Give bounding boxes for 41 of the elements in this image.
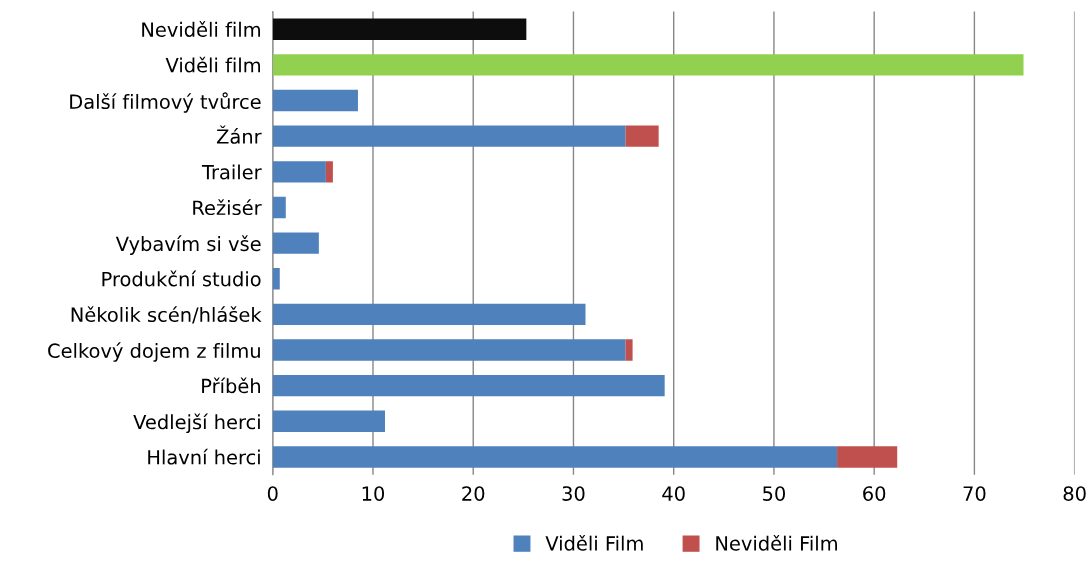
y-tick-label: Hlavní herci <box>148 448 260 465</box>
bar <box>272 89 358 112</box>
x-tick-label: 30 <box>562 486 585 501</box>
bar <box>272 339 626 361</box>
y-tick-label: Příběh <box>202 377 260 394</box>
x-tick-label: 80 <box>1063 486 1086 501</box>
bar <box>272 410 386 432</box>
bar <box>272 374 665 397</box>
bar <box>625 339 633 361</box>
y-tick-label: Viděli film <box>165 56 260 73</box>
x-tick-label: 20 <box>462 486 485 501</box>
legend-label: Viděli Film <box>545 534 643 551</box>
bar <box>272 446 838 468</box>
y-tick-label: Žánr <box>216 125 262 144</box>
y-tick-label: Vedlejší herci <box>133 413 260 434</box>
x-tick-label: 60 <box>863 486 886 501</box>
x-tick-label: 0 <box>267 486 278 501</box>
x-tick-label: 40 <box>662 486 685 501</box>
bar <box>272 125 626 147</box>
y-tick-label: Několik scén/hlášek <box>71 306 262 324</box>
y-tick-label: Další filmový tvůrce <box>70 92 261 113</box>
bar <box>272 232 319 254</box>
y-tick-label: Neviděli film <box>142 21 260 37</box>
bar <box>272 54 1024 76</box>
x-tick-label: 70 <box>963 486 986 501</box>
bar <box>272 161 326 183</box>
y-tick-label: Celkový dojem z filmu <box>48 342 260 362</box>
y-tick-label: Trailer <box>201 164 262 180</box>
bar <box>272 303 586 326</box>
legend-label: Neviděli Film <box>716 534 837 551</box>
x-tick-label: 10 <box>362 486 385 501</box>
bar <box>837 446 898 468</box>
bar <box>325 161 333 183</box>
y-tick-label: Režisér <box>193 199 262 216</box>
x-tick-label: 50 <box>763 486 786 501</box>
y-tick-label: Vybavím si vše <box>115 235 261 255</box>
bar <box>625 125 659 147</box>
bar <box>272 196 286 219</box>
bar <box>272 18 527 40</box>
bar <box>272 268 280 290</box>
y-tick-label: Produkční studio <box>102 270 261 287</box>
